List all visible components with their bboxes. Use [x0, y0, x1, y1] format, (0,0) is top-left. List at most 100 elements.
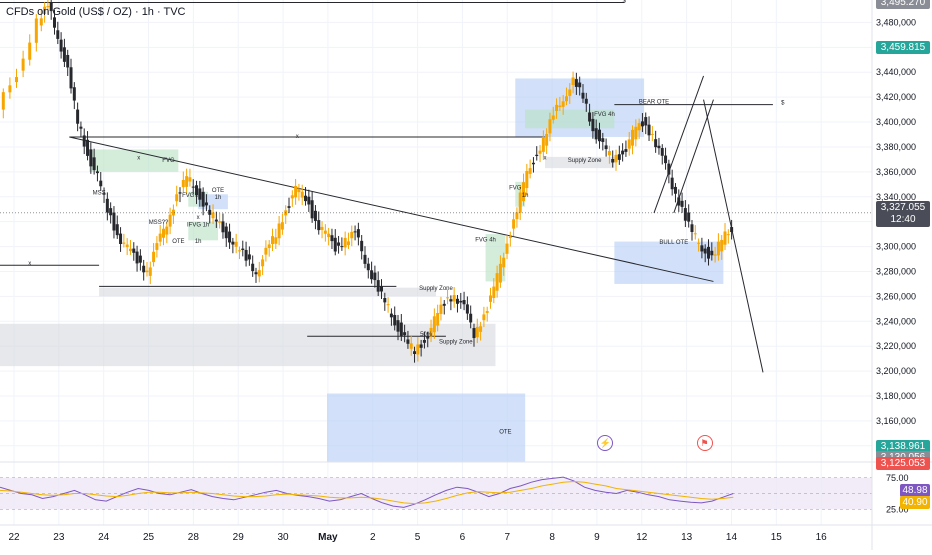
time-axis-label: 14	[726, 532, 738, 543]
candle-body	[8, 85, 12, 93]
candle-body	[343, 237, 347, 248]
drawing-line	[673, 99, 714, 214]
time-axis-label: 9	[594, 532, 600, 543]
candle-body	[191, 186, 195, 188]
candle-body	[247, 254, 251, 260]
candle-body	[62, 47, 66, 62]
candle-body	[683, 208, 687, 221]
candle-body	[703, 248, 707, 254]
candle-body	[135, 251, 139, 264]
candle-body	[700, 245, 704, 252]
price-tag: 3,495.270	[876, 0, 930, 10]
time-axis-label: 29	[233, 532, 245, 543]
candle-body	[707, 246, 710, 259]
candle-body	[498, 263, 502, 283]
candle-body	[515, 212, 519, 220]
annotation-label: x	[28, 261, 31, 267]
candle-body	[198, 188, 202, 200]
price-axis-label: 3,220,000	[876, 341, 916, 351]
candle-body	[185, 176, 189, 187]
candle-body	[145, 270, 149, 273]
event-us-flag-icon[interactable]: ⚑	[696, 435, 713, 452]
candle-body	[82, 135, 86, 147]
time-axis-label: 13	[681, 532, 693, 543]
candle-body	[138, 255, 142, 263]
candle-body	[578, 82, 582, 88]
candle-body	[409, 343, 413, 349]
annotation-label: x	[197, 215, 200, 221]
rsi-band	[0, 477, 872, 510]
ote-zone	[327, 393, 526, 462]
annotation-label: FVG 4h	[594, 112, 615, 118]
candle-body	[525, 171, 529, 189]
price-axis-label: 3,480,000	[876, 17, 916, 27]
ote-zone	[198, 194, 228, 210]
candle-body	[657, 145, 661, 149]
candle-body	[558, 105, 562, 108]
candle-body	[327, 233, 331, 238]
candle-body	[462, 300, 466, 305]
time-axis-label: 24	[98, 532, 110, 543]
candle-body	[373, 272, 377, 281]
candle-body	[34, 18, 38, 43]
candle-body	[204, 202, 208, 206]
candle-body	[406, 339, 410, 344]
candle-body	[455, 298, 459, 304]
candle-body	[181, 180, 185, 188]
candle-body	[399, 322, 403, 336]
annotation-label: MSS	[93, 190, 106, 196]
time-axis-label: 2	[370, 532, 376, 543]
annotation-label: BEAR OTE	[639, 99, 669, 105]
candle-body	[317, 220, 321, 231]
candle-body	[115, 224, 119, 236]
time-axis-label: 23	[53, 532, 65, 543]
fvg-zone	[188, 221, 218, 241]
candle-body	[598, 129, 601, 142]
candle-body	[660, 148, 664, 156]
candle-body	[102, 193, 106, 195]
candle-body	[49, 2, 53, 12]
candle-body	[574, 79, 578, 87]
event-lightning-icon[interactable]: ⚡	[597, 435, 614, 452]
candle-body	[257, 270, 261, 277]
candle-body	[617, 154, 621, 160]
supply-zone	[99, 287, 436, 297]
candle-body	[614, 154, 618, 163]
time-axis-label: 8	[549, 532, 555, 543]
candle-body	[604, 145, 608, 150]
candle-body	[105, 198, 109, 213]
drawing-line	[703, 99, 764, 373]
candle-body	[241, 248, 245, 250]
candle-body	[171, 209, 175, 216]
candle-body	[323, 230, 327, 234]
annotation-label: BULL OTE	[659, 240, 688, 246]
candle-body	[485, 311, 489, 313]
candle-body	[366, 263, 370, 271]
candle-body	[429, 327, 433, 337]
candle-body	[43, 6, 47, 15]
candle-body	[452, 295, 456, 302]
candle-body	[564, 96, 568, 102]
candle-body	[280, 222, 284, 230]
rsi-value-tag: 48.98	[900, 484, 930, 498]
candle-body	[53, 17, 56, 28]
annotation-label: MSS??	[149, 220, 169, 226]
candle-body	[416, 344, 420, 355]
candle-body	[730, 227, 734, 233]
fvg-zone	[89, 149, 179, 172]
candle-body	[505, 243, 509, 254]
candle-body	[667, 163, 671, 175]
candle-body	[594, 128, 598, 140]
price-axis-label: 3,260,000	[876, 291, 916, 301]
price-tag: 3,125.053	[876, 457, 930, 471]
candle-body	[432, 316, 436, 333]
candle-body	[76, 109, 80, 124]
candle-body	[591, 118, 595, 132]
candle-body	[195, 185, 199, 196]
price-axis-label: 3,160,000	[876, 416, 916, 426]
candle-body	[221, 221, 225, 233]
candle-body	[492, 286, 496, 298]
candle-body	[518, 192, 522, 213]
candle-body	[469, 313, 473, 323]
